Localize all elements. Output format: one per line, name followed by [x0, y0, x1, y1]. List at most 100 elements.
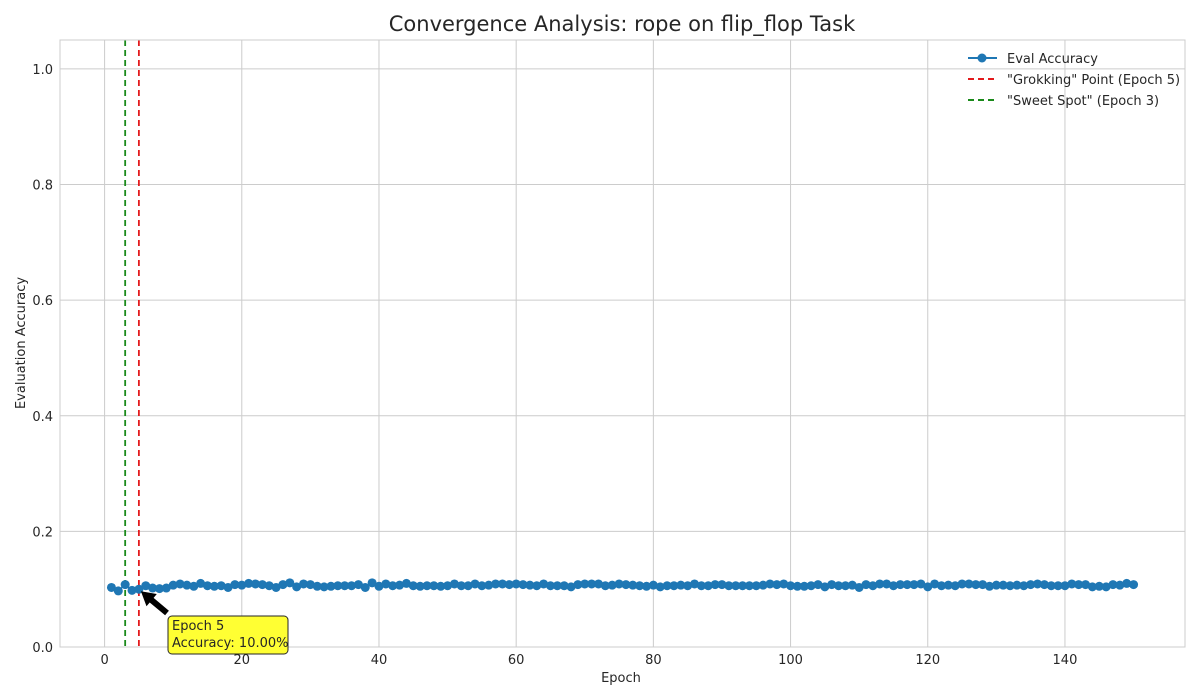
- data-point: [690, 579, 700, 589]
- data-point: [861, 580, 871, 590]
- data-point: [731, 581, 741, 591]
- legend-label-eval-accuracy: Eval Accuracy: [1007, 52, 1098, 67]
- data-point: [395, 580, 405, 590]
- data-point: [401, 578, 411, 588]
- data-point: [497, 579, 507, 589]
- data-point: [799, 581, 809, 591]
- data-point: [333, 581, 343, 591]
- data-point: [820, 582, 830, 592]
- data-point: [326, 581, 336, 591]
- data-point: [648, 580, 658, 590]
- data-point: [985, 581, 994, 591]
- data-point: [607, 580, 617, 590]
- data-point: [367, 578, 377, 588]
- y-axis-ticks: 0.0 0.2 0.4 0.6 0.8 1.0: [32, 63, 53, 656]
- data-point: [120, 580, 130, 590]
- data-point: [1012, 580, 1022, 590]
- data-point: [580, 579, 590, 589]
- data-point: [1122, 578, 1132, 588]
- data-point: [765, 579, 775, 589]
- data-point: [196, 578, 206, 588]
- data-point: [786, 581, 796, 591]
- data-point: [916, 579, 926, 589]
- data-point: [909, 580, 919, 590]
- data-point: [257, 580, 267, 590]
- data-point: [271, 582, 281, 592]
- data-point: [655, 582, 665, 592]
- legend-label-sweet-spot: "Sweet Spot" (Epoch 3): [1007, 94, 1159, 109]
- data-point: [299, 579, 309, 589]
- data-point: [285, 578, 295, 588]
- data-point: [895, 580, 905, 590]
- data-point: [991, 580, 1001, 590]
- y-tick-label: 0.6: [32, 294, 53, 309]
- series-eval-accuracy: [106, 578, 1139, 596]
- data-point: [347, 581, 357, 591]
- data-point: [573, 580, 583, 590]
- data-point: [278, 580, 288, 590]
- data-point: [1053, 581, 1063, 591]
- data-point: [998, 580, 1008, 590]
- data-point: [703, 581, 713, 591]
- data-point: [683, 581, 693, 591]
- data-point: [154, 584, 164, 594]
- data-point: [792, 581, 802, 591]
- data-point: [676, 580, 686, 590]
- reference-lines: [124, 40, 140, 647]
- data-point: [422, 581, 432, 591]
- annotation-line1: Epoch 5: [172, 619, 224, 634]
- x-tick-label: 60: [508, 653, 525, 668]
- data-point: [751, 581, 761, 591]
- data-point: [1067, 579, 1077, 589]
- data-point: [868, 581, 878, 591]
- data-point: [511, 579, 521, 589]
- data-point: [113, 586, 123, 596]
- data-point: [360, 582, 370, 592]
- data-point: [1039, 580, 1049, 590]
- data-point: [635, 581, 645, 591]
- data-point: [340, 581, 350, 591]
- data-point: [744, 581, 754, 591]
- data-point: [834, 581, 844, 591]
- data-point: [1101, 582, 1111, 592]
- data-point: [950, 581, 960, 591]
- data-point: [182, 580, 192, 590]
- data-point: [772, 580, 782, 590]
- data-point: [141, 581, 151, 591]
- y-tick-label: 1.0: [32, 63, 53, 78]
- data-point: [539, 579, 549, 589]
- x-tick-label: 20: [234, 653, 251, 668]
- legend-label-grokking: "Grokking" Point (Epoch 5): [1007, 73, 1180, 88]
- data-point: [1115, 580, 1125, 590]
- data-point: [443, 581, 453, 591]
- data-point: [978, 580, 988, 590]
- data-point: [847, 580, 857, 590]
- data-point: [1033, 579, 1043, 589]
- data-point: [1129, 580, 1139, 590]
- plot-area: [59, 39, 1186, 648]
- data-point: [319, 582, 329, 592]
- data-point: [264, 581, 274, 591]
- y-tick-label: 0.2: [32, 525, 53, 540]
- data-point: [175, 579, 185, 589]
- data-point: [305, 580, 315, 590]
- data-point: [415, 581, 425, 591]
- data-point: [936, 581, 946, 591]
- grokking-annotation: Epoch 5 Accuracy: 10.00%: [140, 591, 289, 655]
- data-point: [148, 583, 158, 593]
- data-point: [552, 581, 562, 591]
- data-point: [600, 581, 610, 591]
- data-point: [1081, 580, 1091, 590]
- data-point: [189, 581, 199, 591]
- data-point: [525, 580, 535, 590]
- data-point: [971, 580, 981, 590]
- data-point: [374, 581, 384, 591]
- legend: Eval Accuracy "Grokking" Point (Epoch 5)…: [968, 52, 1180, 109]
- annotation-line2: Accuracy: 10.00%: [172, 636, 289, 651]
- data-point: [292, 582, 302, 592]
- data-point: [1026, 580, 1036, 590]
- data-point: [882, 579, 892, 589]
- data-point: [662, 581, 672, 591]
- data-point: [566, 582, 576, 592]
- data-point: [1108, 580, 1118, 590]
